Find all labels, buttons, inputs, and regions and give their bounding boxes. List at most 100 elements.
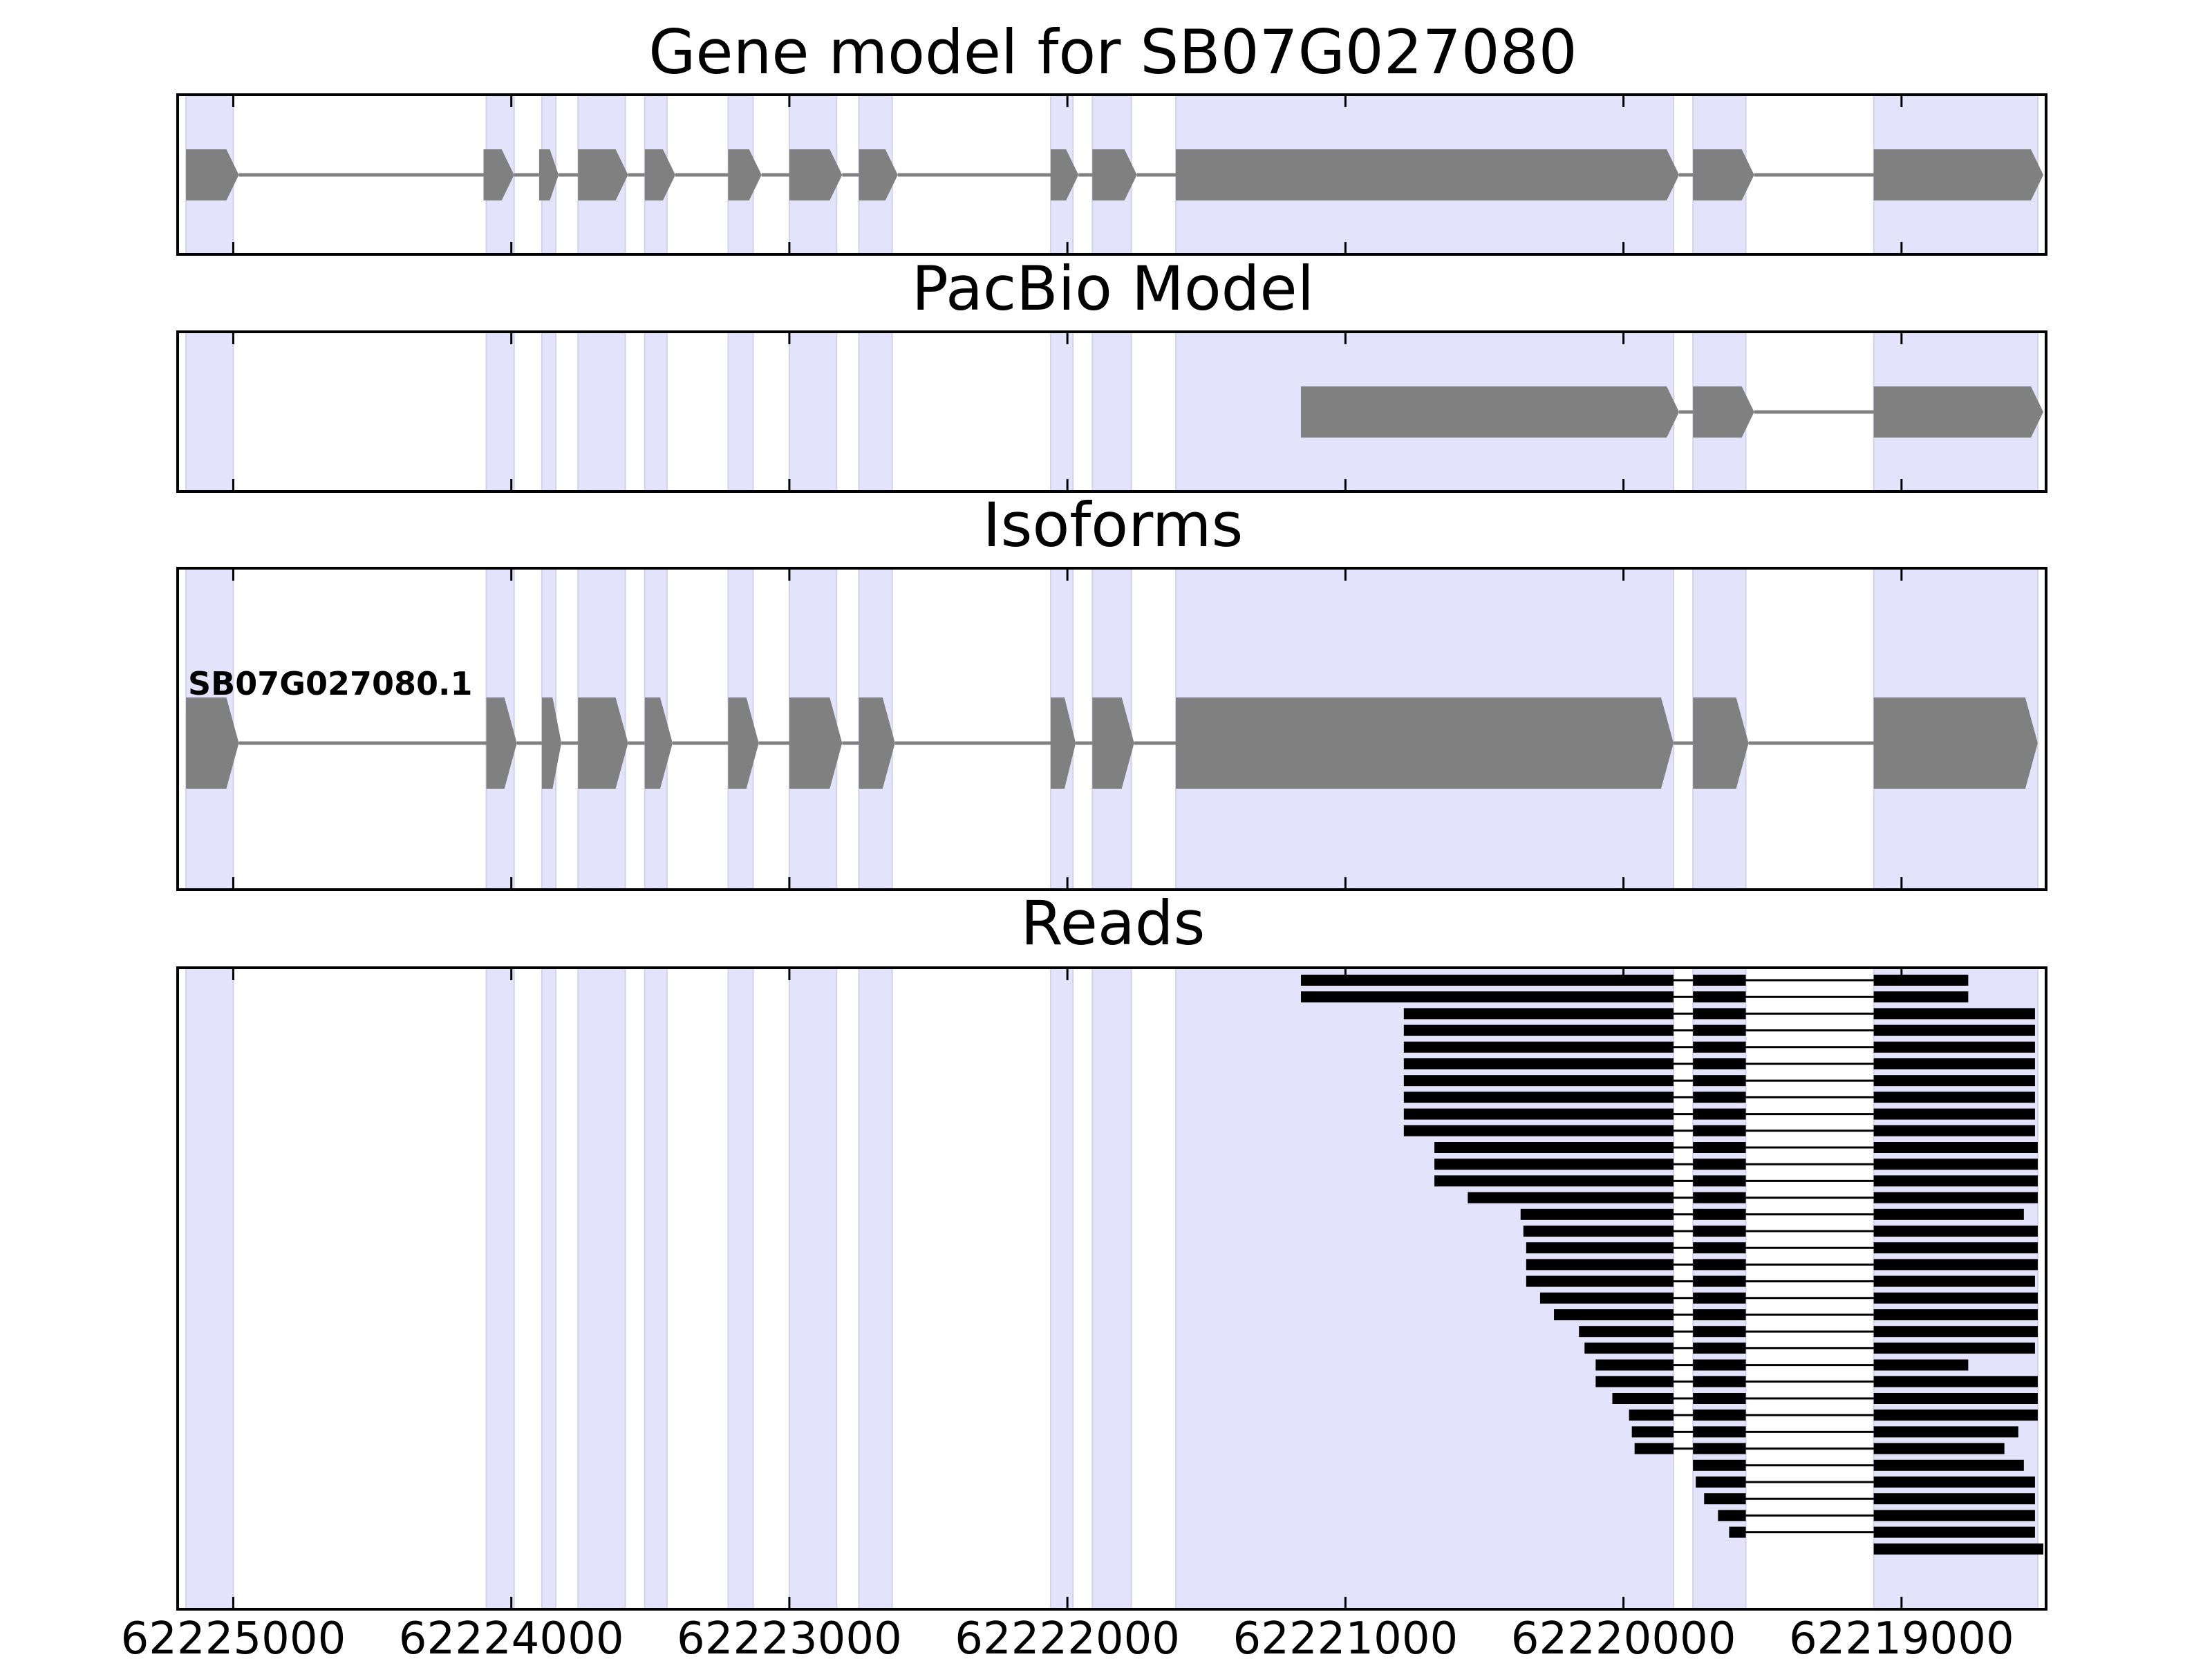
read-block (1693, 1058, 1746, 1069)
highlight-region (1050, 331, 1074, 492)
read-block (1693, 1275, 1746, 1287)
read-block (1693, 1342, 1746, 1354)
read-block (1873, 1426, 2018, 1438)
read-block (1873, 1359, 1969, 1371)
read-block (1612, 1393, 1674, 1404)
read-block (1693, 1159, 1746, 1170)
exon-arrow (1301, 386, 1680, 438)
exon-arrow (1176, 697, 1674, 789)
read-block (1873, 1041, 2035, 1053)
panel-title-pacbio-model: PacBio Model (912, 253, 1314, 324)
x-tick-label: 62223000 (677, 1613, 902, 1659)
read-block (1526, 1275, 1674, 1287)
read-block (1403, 1091, 1674, 1103)
panel-frame (176, 966, 2047, 1611)
read-block (1403, 1058, 1674, 1069)
read-block (1693, 1426, 1746, 1438)
read-block (1693, 1326, 1746, 1338)
isoforms-panel: SB07G027080.1 (176, 567, 2047, 891)
read-block (1403, 1125, 1674, 1136)
exon-arrow (1693, 149, 1754, 200)
read-block (1873, 1292, 2038, 1304)
read-block (1539, 1292, 1674, 1304)
read-block (1873, 1008, 2035, 1020)
exon-arrow (186, 149, 239, 200)
read-block (1403, 1041, 1674, 1053)
read-block (1693, 991, 1746, 1003)
read-block (1873, 1393, 2038, 1404)
read-block (1468, 1192, 1674, 1203)
read-block (1595, 1376, 1674, 1387)
read-block (1403, 1008, 1674, 1020)
exon-arrow (1051, 697, 1076, 789)
highlight-region (1050, 967, 1074, 1610)
highlight-region (541, 331, 557, 492)
read-block (1693, 1125, 1746, 1136)
read-block (1873, 1125, 2035, 1136)
read-block (1595, 1359, 1674, 1371)
exon-arrow (728, 149, 762, 200)
read-block (1403, 1075, 1674, 1087)
highlight-region (727, 331, 754, 492)
read-block (1873, 1142, 2038, 1153)
read-block (1873, 1275, 2035, 1287)
read-block (1873, 1526, 2035, 1538)
read-block (1403, 1108, 1674, 1120)
read-block (1873, 1226, 2038, 1237)
panel-title-reads: Reads (1021, 888, 1206, 959)
read-block (1693, 1459, 1746, 1471)
read-block (1873, 1159, 2038, 1170)
panel-frame (176, 567, 2047, 891)
exon-arrow (1693, 697, 1749, 789)
read-block (1873, 1175, 2038, 1187)
highlight-region (577, 967, 626, 1610)
highlight-region (788, 331, 838, 492)
exon-arrow (486, 697, 517, 789)
read-block (1693, 1142, 1746, 1153)
read-block (1693, 1041, 1746, 1053)
read-block (1873, 1477, 2035, 1488)
exon-arrow (1176, 149, 1680, 200)
highlight-region (185, 331, 234, 492)
exon-arrow (859, 149, 898, 200)
read-block (1693, 1226, 1746, 1237)
x-axis: 62225000 62224000 62223000 62222000 62221000… (121, 1613, 2014, 1659)
exon-arrow (1092, 697, 1134, 789)
exon-arrow (859, 697, 895, 789)
exon-arrow (541, 697, 562, 789)
highlight-region (485, 967, 515, 1610)
read-block (1693, 975, 1746, 986)
read-block (1873, 1075, 2035, 1087)
highlight-region (1091, 967, 1132, 1610)
highlight-region (185, 967, 234, 1610)
panel-title-gene-model: Gene model for SB07G027080 (648, 17, 1577, 88)
highlight-region (485, 331, 515, 492)
read-block (1693, 1292, 1746, 1304)
exon-arrow (1092, 149, 1137, 200)
panel-frame (176, 93, 2047, 256)
read-block (1629, 1409, 1674, 1421)
read-block (1873, 1192, 2038, 1203)
read-block (1434, 1142, 1674, 1153)
read-block (1873, 1058, 2035, 1069)
read-block (1873, 1443, 2005, 1454)
exon-arrow (1873, 697, 2038, 789)
read-block (1523, 1226, 1674, 1237)
highlight-region (1091, 331, 1132, 492)
read-block (1873, 1108, 2035, 1120)
read-block (1520, 1208, 1674, 1220)
read-block (1873, 1493, 2035, 1505)
highlight-region (644, 331, 668, 492)
highlight-region (858, 331, 893, 492)
exon-arrow (578, 697, 628, 789)
read-block (1873, 1091, 2035, 1103)
read-block (1873, 1259, 2038, 1271)
read-block (1301, 991, 1674, 1003)
x-tick-label: 62224000 (399, 1613, 624, 1659)
read-block (1693, 1024, 1746, 1036)
read-block (1873, 1376, 2038, 1387)
exon-arrow (728, 697, 759, 789)
highlight-region (788, 967, 838, 1610)
read-block (1693, 1393, 1746, 1404)
read-block (1434, 1159, 1674, 1170)
